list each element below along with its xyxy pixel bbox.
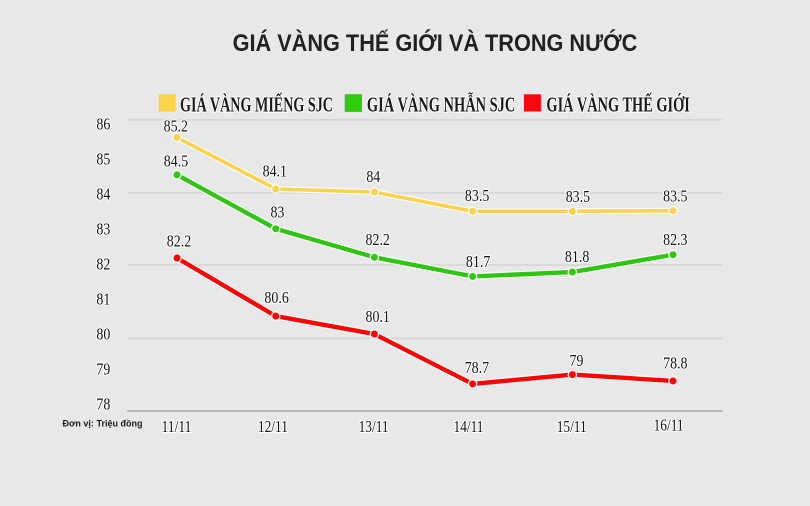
svg-text:GIÁ VÀNG MIẾNG SJC: GIÁ VÀNG MIẾNG SJC (180, 92, 333, 116)
svg-text:84: 84 (96, 184, 110, 203)
svg-text:11/11: 11/11 (162, 417, 192, 436)
svg-text:80.1: 80.1 (366, 307, 390, 326)
svg-text:14/11: 14/11 (454, 417, 484, 436)
svg-text:81: 81 (96, 289, 110, 308)
svg-text:84: 84 (366, 167, 380, 186)
svg-text:79: 79 (96, 359, 110, 378)
svg-text:82.3: 82.3 (663, 230, 687, 249)
svg-text:82.2: 82.2 (167, 232, 191, 251)
svg-text:82: 82 (96, 254, 110, 273)
svg-text:GIÁ VÀNG THẾ GIỚI: GIÁ VÀNG THẾ GIỚI (546, 92, 690, 116)
svg-text:Đơn vị: Triệu đồng: Đơn vị: Triệu đồng (63, 419, 143, 430)
svg-text:12/11: 12/11 (258, 417, 288, 436)
svg-text:85.2: 85.2 (164, 117, 188, 136)
svg-text:80.6: 80.6 (264, 288, 288, 307)
svg-text:GIÁ VÀNG NHẪN SJC: GIÁ VÀNG NHẪN SJC (367, 91, 515, 116)
svg-text:13/11: 13/11 (359, 417, 389, 436)
svg-text:83.5: 83.5 (465, 186, 489, 205)
svg-text:83: 83 (270, 202, 284, 221)
svg-text:78.8: 78.8 (663, 353, 687, 372)
svg-text:GIÁ VÀNG THẾ GIỚI VÀ TRONG NƯỚ: GIÁ VÀNG THẾ GIỚI VÀ TRONG NƯỚC (233, 29, 638, 57)
svg-text:81.7: 81.7 (466, 252, 490, 271)
svg-text:86: 86 (96, 114, 110, 133)
svg-text:84.5: 84.5 (164, 152, 188, 171)
svg-text:82.2: 82.2 (366, 230, 390, 249)
svg-text:16/11: 16/11 (654, 415, 684, 434)
svg-text:78.7: 78.7 (465, 358, 489, 377)
svg-text:85: 85 (96, 149, 110, 168)
svg-text:81.8: 81.8 (565, 247, 589, 266)
svg-text:83.5: 83.5 (566, 187, 590, 206)
svg-text:83: 83 (96, 219, 110, 238)
svg-text:15/11: 15/11 (557, 417, 587, 436)
svg-text:80: 80 (96, 324, 110, 343)
svg-text:84.1: 84.1 (263, 162, 287, 181)
svg-text:79: 79 (570, 351, 584, 370)
svg-text:78: 78 (96, 394, 110, 413)
svg-text:83.5: 83.5 (663, 187, 687, 206)
